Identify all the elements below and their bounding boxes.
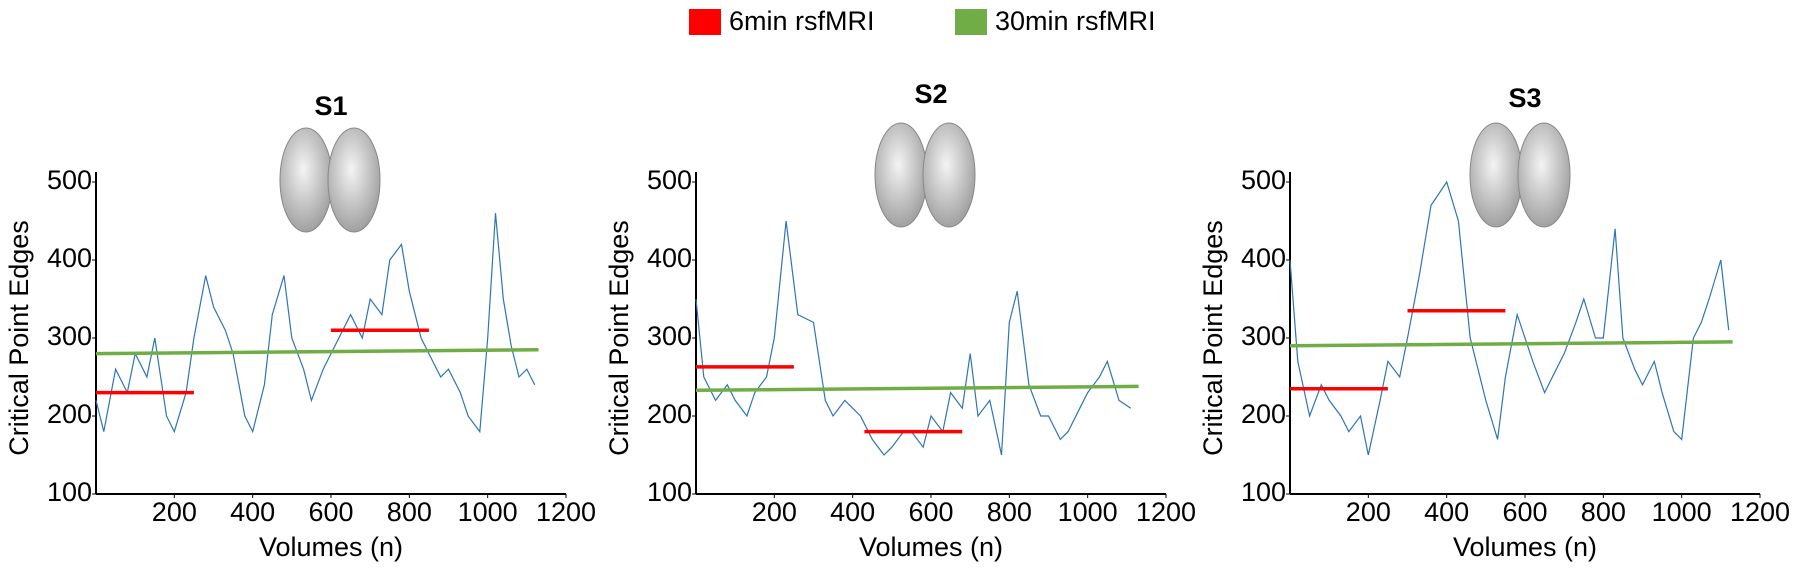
y-tick-label: 300 [1241, 321, 1286, 351]
y-axis-label: Critical Point Edges [1198, 220, 1228, 456]
brain-icon [874, 122, 976, 228]
x-tick-label: 1000 [1652, 497, 1712, 527]
y-tick-label: 400 [47, 243, 92, 273]
y-tick-label: 100 [47, 477, 92, 507]
y-axis-label: Critical Point Edges [604, 220, 634, 456]
x-tick-label: 1200 [1136, 497, 1196, 527]
x-tick-label: 1000 [458, 497, 518, 527]
brain-icon [279, 127, 381, 233]
brain-icon [1469, 122, 1571, 228]
y-tick-label: 500 [47, 165, 92, 195]
x-tick-label: 200 [752, 497, 797, 527]
y-axis-label: Critical Point Edges [4, 220, 34, 456]
x-axis-label: Volumes (n) [259, 532, 403, 562]
x-tick-label: 600 [1502, 497, 1547, 527]
y-tick-label: 400 [647, 243, 692, 273]
chart-title: S1 [314, 91, 347, 121]
y-tick-label: 300 [47, 321, 92, 351]
x-axis-label: Volumes (n) [859, 532, 1003, 562]
mean-line [95, 347, 539, 356]
signal-line [1289, 180, 1730, 456]
y-tick-label: 200 [1241, 399, 1286, 429]
x-tick-label: 400 [830, 497, 875, 527]
mean-line [1289, 340, 1733, 348]
x-tick-label: 600 [908, 497, 953, 527]
legend-swatch [955, 9, 987, 35]
x-tick-label: 800 [987, 497, 1032, 527]
chart-title: S2 [914, 79, 947, 109]
x-tick-label: 1000 [1058, 497, 1118, 527]
legend-swatch [689, 9, 721, 35]
legend-label: 30min rsfMRI [995, 6, 1156, 36]
x-tick-label: 1200 [536, 497, 596, 527]
x-tick-label: 400 [1424, 497, 1469, 527]
chart-title: S3 [1508, 83, 1541, 113]
signal-line [695, 220, 1132, 456]
x-tick-label: 800 [1581, 497, 1626, 527]
y-tick-label: 200 [47, 399, 92, 429]
y-tick-label: 500 [647, 165, 692, 195]
y-tick-label: 400 [1241, 243, 1286, 273]
x-tick-label: 1200 [1730, 497, 1790, 527]
x-tick-label: 800 [387, 497, 432, 527]
y-tick-label: 500 [1241, 165, 1286, 195]
x-tick-label: 200 [1346, 497, 1391, 527]
x-tick-label: 600 [308, 497, 353, 527]
y-tick-label: 100 [647, 477, 692, 507]
brain-icons [279, 122, 1571, 233]
y-tick-label: 200 [647, 399, 692, 429]
signal-line [95, 213, 536, 434]
legend-label: 6min rsfMRI [729, 6, 875, 36]
mean-line [695, 384, 1139, 393]
x-tick-label: 200 [152, 497, 197, 527]
y-tick-label: 300 [647, 321, 692, 351]
y-tick-label: 100 [1241, 477, 1286, 507]
x-axis-label: Volumes (n) [1453, 532, 1597, 562]
x-tick-label: 400 [230, 497, 275, 527]
